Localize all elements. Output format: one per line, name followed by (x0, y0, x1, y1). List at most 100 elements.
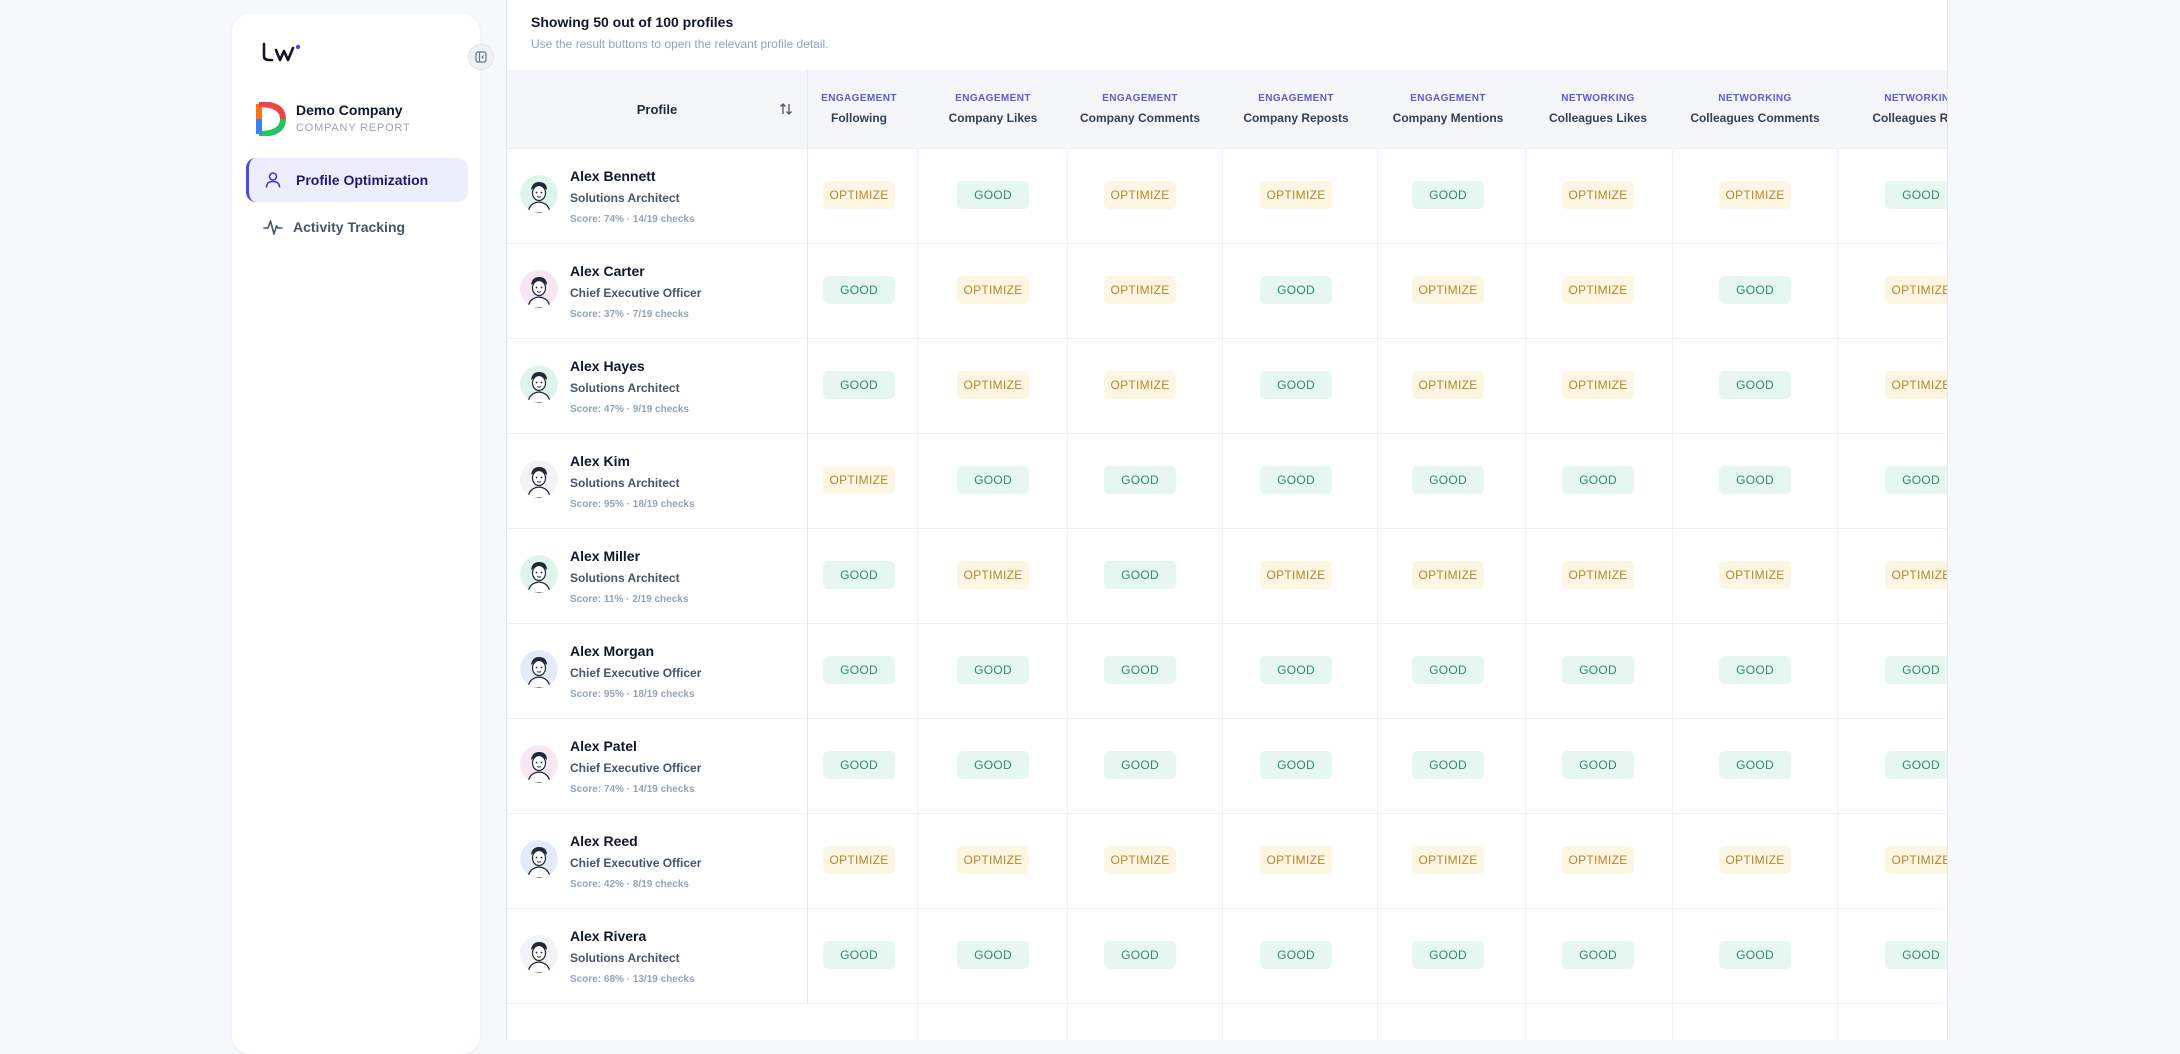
status-badge-good[interactable]: GOOD (1104, 941, 1176, 969)
profile-score: Score: 74% · 14/19 checks (570, 784, 695, 795)
status-badge-good[interactable]: GOOD (1719, 941, 1791, 969)
profile-name: Alex Patel (570, 738, 637, 754)
profile-column-header[interactable]: Profile (507, 70, 808, 148)
status-badge-good[interactable]: GOOD (1412, 466, 1484, 494)
status-badge-good[interactable]: GOOD (823, 941, 895, 969)
status-badge-optimize[interactable]: OPTIMIZE (1412, 561, 1484, 589)
status-badge-good[interactable]: GOOD (957, 941, 1029, 969)
status-badge-good[interactable]: GOOD (823, 276, 895, 304)
status-badge-good[interactable]: GOOD (1719, 656, 1791, 684)
app-logo[interactable] (260, 38, 308, 66)
profile-cell[interactable]: Alex Patel Chief Executive Officer Score: … (507, 718, 808, 813)
status-badge-good[interactable]: GOOD (1260, 276, 1332, 304)
column-divider (1672, 148, 1673, 1040)
status-badge-good[interactable]: GOOD (1260, 941, 1332, 969)
status-badge-optimize[interactable]: OPTIMIZE (1412, 846, 1484, 874)
profile-cell[interactable]: Alex Carter Chief Executive Officer Score:… (507, 243, 808, 338)
profile-cell[interactable]: Alex Reed Chief Executive Officer Score: 4… (507, 813, 808, 908)
status-badge-good[interactable]: GOOD (1412, 751, 1484, 779)
status-badge-optimize[interactable]: OPTIMIZE (1104, 181, 1176, 209)
status-badge-optimize[interactable]: OPTIMIZE (1562, 371, 1634, 399)
status-badge-optimize[interactable]: OPTIMIZE (1412, 371, 1484, 399)
profile-cell[interactable]: Alex Morgan Chief Executive Officer Score:… (507, 623, 808, 718)
status-badge-optimize[interactable]: OPTIMIZE (957, 561, 1029, 589)
profile-cell[interactable]: Alex Rivera Solutions Architect Score: 68%… (507, 908, 808, 1003)
status-badge-good[interactable]: GOOD (1412, 181, 1484, 209)
profile-title: Solutions Architect (570, 191, 680, 205)
status-badge-good[interactable]: GOOD (957, 656, 1029, 684)
avatar (520, 745, 558, 783)
status-badge-good[interactable]: GOOD (1412, 941, 1484, 969)
profile-cell[interactable]: Alex Kim Solutions Architect Score: 95% · … (507, 433, 808, 528)
status-badge-optimize[interactable]: OPTIMIZE (957, 276, 1029, 304)
column-name: Following (831, 111, 887, 125)
status-badge-optimize[interactable]: OPTIMIZE (1104, 846, 1176, 874)
status-badge-good[interactable]: GOOD (1260, 371, 1332, 399)
status-badge-good[interactable]: GOOD (1562, 751, 1634, 779)
status-badge-good[interactable]: GOOD (1562, 656, 1634, 684)
profile-title: Solutions Architect (570, 571, 680, 585)
status-badge-optimize[interactable]: OPTIMIZE (957, 371, 1029, 399)
status-badge-good[interactable]: GOOD (1885, 656, 1947, 684)
status-badge-optimize[interactable]: OPTIMIZE (1260, 846, 1332, 874)
table-row: Alex Miller Solutions Architect Score: 11%… (507, 528, 1947, 624)
status-badge-optimize[interactable]: OPTIMIZE (1719, 561, 1791, 589)
sort-icon[interactable] (779, 101, 793, 117)
status-badge-good[interactable]: GOOD (1104, 656, 1176, 684)
status-badge-good[interactable]: GOOD (1562, 941, 1634, 969)
status-badge-good[interactable]: GOOD (823, 751, 895, 779)
sidebar: Demo Company COMPANY REPORT Profile Opti… (232, 14, 494, 1054)
status-badge-optimize[interactable]: OPTIMIZE (1104, 371, 1176, 399)
status-badge-good[interactable]: GOOD (957, 181, 1029, 209)
status-badge-optimize[interactable]: OPTIMIZE (1885, 371, 1947, 399)
status-badge-good[interactable]: GOOD (1562, 466, 1634, 494)
status-badge-optimize[interactable]: OPTIMIZE (823, 466, 895, 494)
column-divider (1525, 148, 1526, 1040)
profile-cell[interactable]: Alex Bennett Solutions Architect Score: 74… (507, 148, 808, 243)
status-badge-good[interactable]: GOOD (1260, 466, 1332, 494)
status-badge-optimize[interactable]: OPTIMIZE (1719, 181, 1791, 209)
status-badge-good[interactable]: GOOD (1885, 181, 1947, 209)
status-badge-good[interactable]: GOOD (1719, 371, 1791, 399)
status-badge-optimize[interactable]: OPTIMIZE (1412, 276, 1484, 304)
status-badge-good[interactable]: GOOD (1104, 466, 1176, 494)
status-badge-optimize[interactable]: OPTIMIZE (1885, 846, 1947, 874)
nav-item-profile-optimization[interactable]: Profile Optimization (246, 158, 468, 202)
status-badge-optimize[interactable]: OPTIMIZE (1562, 561, 1634, 589)
status-badge-good[interactable]: GOOD (1885, 751, 1947, 779)
status-badge-optimize[interactable]: OPTIMIZE (1562, 276, 1634, 304)
status-badge-good[interactable]: GOOD (957, 751, 1029, 779)
status-badge-optimize[interactable]: OPTIMIZE (823, 846, 895, 874)
status-badge-good[interactable]: GOOD (823, 561, 895, 589)
status-badge-optimize[interactable]: OPTIMIZE (1260, 181, 1332, 209)
profile-cell[interactable]: Alex Miller Solutions Architect Score: 11%… (507, 528, 808, 623)
status-badge-good[interactable]: GOOD (823, 656, 895, 684)
collapse-sidebar-button[interactable] (468, 44, 494, 70)
nav-item-activity-tracking[interactable]: Activity Tracking (246, 205, 468, 249)
status-badge-good[interactable]: GOOD (1885, 466, 1947, 494)
status-badge-optimize[interactable]: OPTIMIZE (1104, 276, 1176, 304)
status-badge-good[interactable]: GOOD (1104, 561, 1176, 589)
status-badge-optimize[interactable]: OPTIMIZE (1885, 561, 1947, 589)
status-badge-optimize[interactable]: OPTIMIZE (957, 846, 1029, 874)
status-badge-good[interactable]: GOOD (957, 466, 1029, 494)
status-badge-good[interactable]: GOOD (1885, 941, 1947, 969)
status-badge-optimize[interactable]: OPTIMIZE (1260, 561, 1332, 589)
status-badge-optimize[interactable]: OPTIMIZE (1885, 276, 1947, 304)
status-badge-optimize[interactable]: OPTIMIZE (1719, 846, 1791, 874)
company-switcher[interactable]: Demo Company COMPANY REPORT (256, 102, 476, 146)
status-badge-good[interactable]: GOOD (1719, 466, 1791, 494)
profile-title: Chief Executive Officer (570, 666, 702, 680)
status-badge-good[interactable]: GOOD (1104, 751, 1176, 779)
status-badge-optimize[interactable]: OPTIMIZE (1562, 181, 1634, 209)
status-badge-optimize[interactable]: OPTIMIZE (1562, 846, 1634, 874)
column-divider (917, 148, 918, 1040)
status-badge-good[interactable]: GOOD (1260, 751, 1332, 779)
status-badge-good[interactable]: GOOD (1260, 656, 1332, 684)
status-badge-optimize[interactable]: OPTIMIZE (823, 181, 895, 209)
status-badge-good[interactable]: GOOD (823, 371, 895, 399)
status-badge-good[interactable]: GOOD (1412, 656, 1484, 684)
status-badge-good[interactable]: GOOD (1719, 276, 1791, 304)
status-badge-good[interactable]: GOOD (1719, 751, 1791, 779)
profile-cell[interactable]: Alex Hayes Solutions Architect Score: 47% … (507, 338, 808, 433)
